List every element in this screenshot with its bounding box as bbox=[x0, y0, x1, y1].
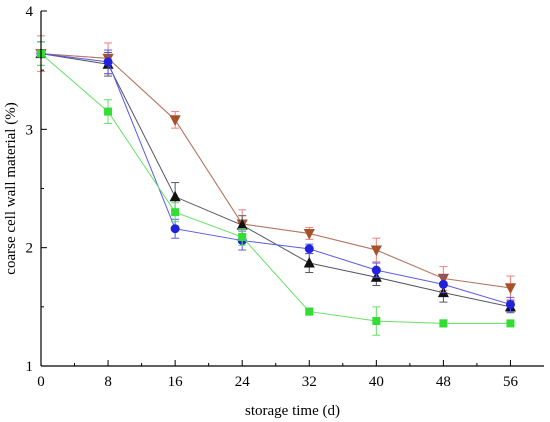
x-tick-label: 56 bbox=[503, 374, 519, 390]
series-2 bbox=[35, 49, 516, 294]
x-axis-title: storage time (d) bbox=[245, 403, 340, 419]
series-line bbox=[40, 53, 511, 305]
axes: 0 8 16 24 32 40 48 56 1 2 3 4 bbox=[26, 4, 544, 390]
data-point bbox=[236, 219, 248, 230]
data-point bbox=[439, 319, 448, 328]
data-point bbox=[171, 208, 180, 217]
y-tick-label: 2 bbox=[26, 241, 34, 257]
y-tick-label: 4 bbox=[26, 4, 34, 20]
x-tick-label: 40 bbox=[369, 374, 384, 390]
data-point bbox=[103, 57, 113, 67]
x-tick-label: 48 bbox=[436, 374, 451, 390]
data-point bbox=[169, 115, 181, 126]
data-point bbox=[372, 317, 381, 326]
x-tick-label: 32 bbox=[302, 374, 317, 390]
data-point bbox=[370, 245, 382, 257]
data-point bbox=[438, 279, 448, 289]
data-point bbox=[305, 307, 314, 316]
series-line bbox=[40, 53, 511, 289]
series-line bbox=[40, 53, 511, 324]
x-tick-label: 16 bbox=[168, 374, 184, 390]
data-point bbox=[304, 244, 314, 254]
data-point bbox=[504, 283, 516, 294]
plot-area bbox=[35, 35, 516, 336]
y-tick-label: 3 bbox=[26, 122, 34, 138]
data-point bbox=[303, 257, 315, 268]
data-point bbox=[371, 265, 381, 275]
data-point bbox=[170, 224, 180, 234]
y-tick-label: 1 bbox=[26, 359, 34, 375]
x-tick-label: 24 bbox=[235, 374, 251, 390]
series-line bbox=[40, 53, 511, 289]
y-axis-title: coarse cell wall material (%) bbox=[3, 102, 19, 274]
series-line bbox=[40, 53, 511, 308]
data-point bbox=[169, 190, 181, 202]
x-tick-label: 0 bbox=[37, 374, 45, 390]
data-point bbox=[238, 233, 247, 242]
data-point bbox=[303, 228, 315, 240]
data-point bbox=[506, 319, 515, 328]
x-tick-label: 8 bbox=[104, 374, 112, 390]
data-point bbox=[104, 107, 113, 116]
data-point bbox=[505, 299, 515, 309]
